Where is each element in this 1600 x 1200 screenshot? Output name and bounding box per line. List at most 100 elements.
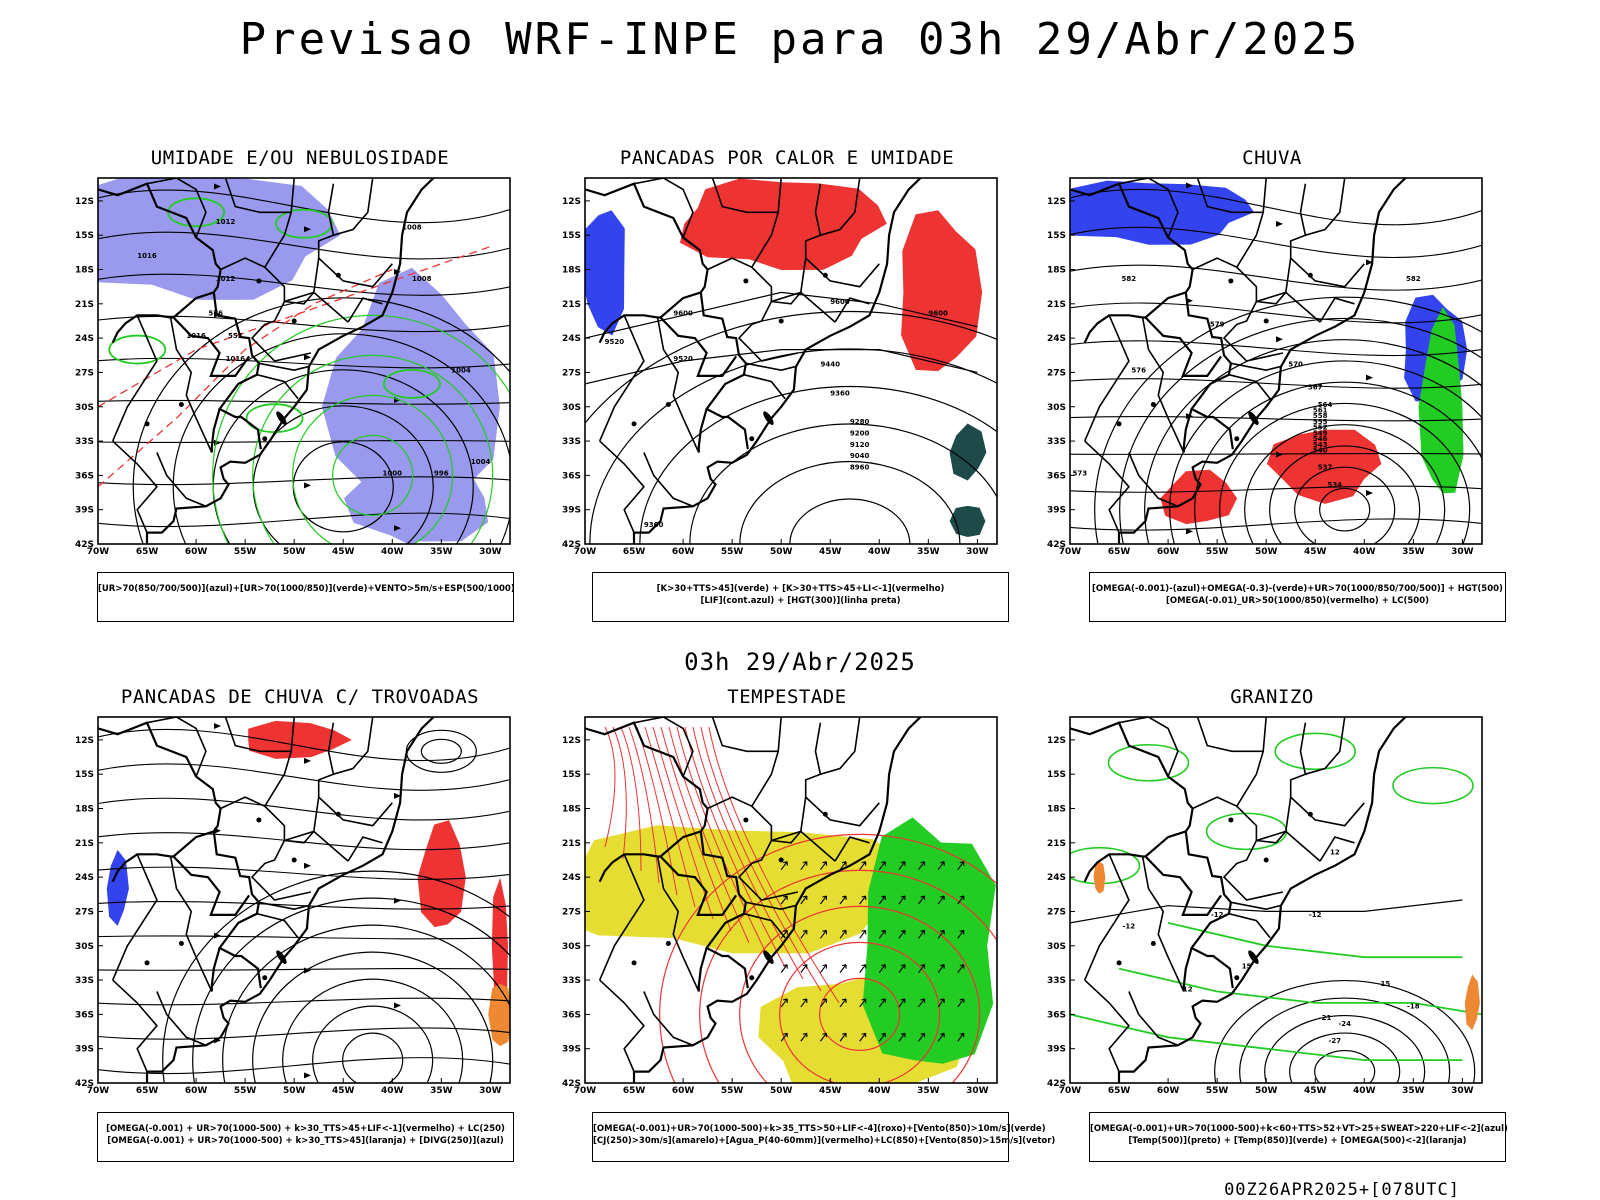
map-frame <box>1069 177 1483 545</box>
contour-label: 12 <box>1330 848 1340 856</box>
hgt500-contour <box>1094 296 1482 544</box>
wind-vector <box>819 895 827 905</box>
streamline <box>1070 188 1482 226</box>
wind-vector <box>800 861 808 871</box>
state-border <box>656 856 700 992</box>
wind-vector <box>839 1032 847 1042</box>
lat-tick-label: 15S <box>1047 231 1066 241</box>
lat-tick-label: 33S <box>75 437 94 447</box>
lake <box>1228 278 1234 284</box>
lat-tick-label: 24S <box>75 873 94 883</box>
lake <box>335 272 341 278</box>
precip-water-contour <box>604 726 616 848</box>
wind-vector <box>800 929 808 939</box>
contour-label: 9040 <box>850 452 870 460</box>
lon-tick-label: 45W <box>819 1086 842 1096</box>
state-border <box>711 717 779 753</box>
lake <box>1150 401 1156 407</box>
temp850-contour <box>1118 967 1482 1016</box>
state-border <box>1128 452 1179 508</box>
state-border <box>745 362 796 372</box>
lat-tick-label: 18S <box>562 266 581 276</box>
state-border <box>737 840 799 901</box>
streamline-circle <box>282 978 464 1083</box>
wind-vector <box>898 998 906 1008</box>
run-info: 00Z26APR2025+[078UTC] <box>1224 1180 1460 1200</box>
state-border <box>711 178 779 214</box>
precip-water-contour <box>659 833 997 1083</box>
lat-tick-label: 42S <box>562 1079 581 1089</box>
wind-vector <box>859 929 867 939</box>
streamline <box>98 763 510 791</box>
lat-tick-label: 21S <box>75 300 94 310</box>
streamline <box>98 901 510 910</box>
state-border <box>834 297 870 323</box>
lake <box>778 857 784 863</box>
lat-tick-label: 24S <box>562 334 581 344</box>
wind-vector <box>918 929 926 939</box>
state-border <box>750 178 807 303</box>
lon-tick-label: 45W <box>1304 1086 1327 1096</box>
state-border <box>224 178 292 214</box>
lat-tick-label: 24S <box>562 873 581 883</box>
wind-vector <box>918 1032 926 1042</box>
wind-vector <box>819 1032 827 1042</box>
state-border <box>1118 178 1179 238</box>
lon-tick-label: 65W <box>623 1086 646 1096</box>
streamline <box>98 512 510 528</box>
streamline-circle <box>342 1032 404 1083</box>
lat-tick-label: 15S <box>562 231 581 241</box>
lif-contour <box>585 210 625 336</box>
lat-tick-label: 12S <box>75 197 94 207</box>
lon-tick-label: 45W <box>332 1086 355 1096</box>
contour-label: -15 <box>1378 980 1391 988</box>
lat-tick-label: 21S <box>562 839 581 849</box>
lat-tick-label: 36S <box>562 471 581 481</box>
lon-tick-label: 70W <box>87 1086 110 1096</box>
hgt300-contour <box>585 291 978 339</box>
state-border <box>804 183 880 288</box>
state-border <box>333 178 374 236</box>
contour-label: -12 <box>1211 911 1224 919</box>
wind-vector <box>918 998 926 1008</box>
lat-tick-label: 18S <box>1047 805 1066 815</box>
contour-label: 543 <box>1313 441 1328 449</box>
state-border <box>743 912 786 939</box>
lat-tick-label: 18S <box>75 805 94 815</box>
hgt300-contour <box>585 349 978 385</box>
lat-tick-label: 21S <box>1047 300 1066 310</box>
streamline <box>98 399 510 405</box>
lake <box>1263 857 1269 863</box>
precip-water-contour <box>684 726 786 968</box>
wind-vector <box>957 1032 965 1042</box>
streamline <box>98 728 510 762</box>
state-border <box>347 297 383 323</box>
lon-tick-label: 70W <box>574 547 597 557</box>
wind-vector <box>859 1032 867 1042</box>
temp850-contour <box>1070 1013 1463 1061</box>
lat-tick-label: 39S <box>562 506 581 516</box>
state-border <box>169 856 213 992</box>
legend-line: [Temp(500)](preto) + [Temp(850)](verde) … <box>1128 1136 1467 1146</box>
wind-vector <box>918 861 926 871</box>
state-border <box>1196 178 1264 214</box>
lon-tick-label: 45W <box>1304 547 1327 557</box>
lake <box>335 811 341 817</box>
lat-tick-label: 30S <box>75 942 94 952</box>
streamline-arrow <box>1366 489 1373 496</box>
lat-tick-label: 36S <box>562 1010 581 1020</box>
state-border <box>1289 183 1365 288</box>
lake <box>291 318 297 324</box>
lat-tick-label: 30S <box>1047 942 1066 952</box>
green-area <box>949 505 986 537</box>
map-panel-pancadas-calor: 9600 9520 9520 9440 9360 9280 9200 9120 9040 8960… <box>562 177 998 557</box>
precip-water-contour <box>612 726 627 860</box>
omega-red-area <box>1267 429 1382 504</box>
wind-vector <box>878 929 886 939</box>
state-border <box>834 836 870 862</box>
contour-label: -27 <box>1329 1037 1342 1045</box>
wind-vector <box>800 998 808 1008</box>
lat-tick-label: 27S <box>562 368 581 378</box>
precip-water-contour <box>700 726 822 992</box>
lat-tick-label: 33S <box>562 976 581 986</box>
